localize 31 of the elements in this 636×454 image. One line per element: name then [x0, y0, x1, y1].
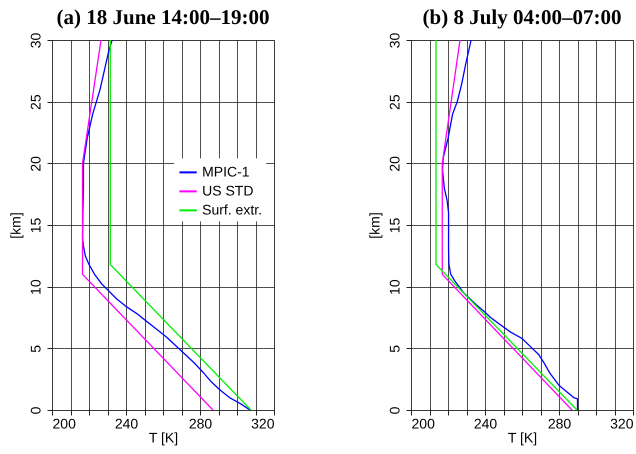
legend-label: US STD: [202, 182, 254, 198]
y-axis-title: [km]: [8, 212, 24, 239]
x-tick-label: 320: [251, 416, 275, 432]
y-tick-label: 15: [386, 218, 402, 234]
y-tick-label: 20: [386, 156, 402, 172]
y-tick-label: 5: [386, 344, 402, 353]
y-tick-label: 10: [386, 279, 402, 295]
y-tick-label: 0: [386, 406, 402, 414]
x-tick-label: 200: [412, 416, 436, 432]
y-tick-label: 0: [28, 406, 44, 414]
y-tick-label: 5: [28, 344, 44, 353]
x-tick-label: 280: [548, 416, 572, 432]
x-tick-label: 240: [474, 416, 498, 432]
y-tick-label: 10: [28, 279, 44, 295]
x-tick-label: 200: [52, 416, 76, 432]
y-tick-label: 20: [28, 156, 44, 172]
y-axis-title: [km]: [366, 212, 382, 239]
x-tick-label: 240: [114, 416, 138, 432]
x-tick-label: 320: [610, 416, 634, 432]
legend-label: MPIC-1: [202, 163, 250, 180]
y-tick-label: 15: [28, 218, 44, 234]
x-axis-title: T [K]: [508, 430, 538, 446]
x-axis-title: T [K]: [148, 430, 178, 446]
y-tick-label: 30: [28, 32, 44, 48]
y-tick-label: 30: [386, 32, 402, 48]
y-tick-label: 25: [28, 94, 44, 110]
chart-title: (b) 8 July 04:00–07:00: [422, 5, 622, 30]
chart-title: (a) 18 June 14:00–19:00: [56, 5, 270, 30]
legend-label: Surf. extr.: [202, 201, 262, 218]
y-tick-label: 25: [386, 94, 402, 110]
x-tick-label: 280: [188, 416, 212, 432]
